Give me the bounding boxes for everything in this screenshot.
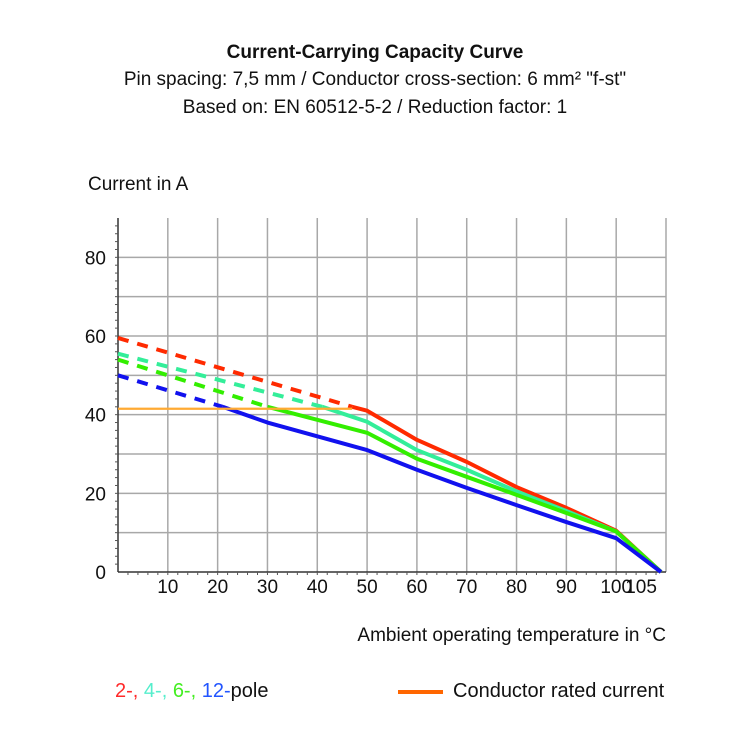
x-tick-label: 100	[600, 577, 632, 598]
chart-titles: Current-Carrying Capacity Curve Pin spac…	[0, 40, 750, 122]
chart-title: Current-Carrying Capacity Curve	[226, 42, 524, 63]
y-tick-label: 80	[85, 248, 106, 269]
x-tick-label: 10	[157, 577, 178, 598]
series-12-pole-dashed	[117, 373, 224, 409]
x-tick-label: 50	[357, 577, 378, 598]
x-tick-label: 30	[257, 577, 278, 598]
series-6-pole-dashed	[117, 357, 269, 409]
legend-rated-label: Conductor rated current	[453, 680, 665, 702]
legend-12-pole: 12-	[201, 680, 231, 702]
y-tick-label: 60	[85, 327, 106, 348]
legend-6-pole: 6-,	[172, 680, 197, 702]
x-tick-label: 20	[207, 577, 228, 598]
x-tick-label: 80	[506, 577, 527, 598]
y-tick-label: 20	[85, 484, 106, 505]
x-tick-label: 40	[307, 577, 328, 598]
legend-2-pole: 2-,	[115, 680, 139, 702]
series-4-pole-solid	[321, 404, 663, 574]
y-axis-label: Current in A	[88, 174, 189, 195]
x-tick-label: 90	[556, 577, 577, 598]
y-tick-label: 40	[85, 406, 106, 427]
series-2-pole-dashed	[117, 336, 353, 409]
legend-poles: 2-, 4-, 6-, 12-pole	[115, 680, 268, 703]
series-4-pole-dashed	[117, 351, 323, 409]
x-tick-label: 60	[406, 577, 427, 598]
legend-pole-suffix: pole	[230, 680, 269, 702]
x-tick-label: 105	[625, 577, 657, 598]
series-6-pole-solid	[266, 404, 663, 574]
x-axis-label: Ambient operating temperature in °C	[357, 625, 666, 646]
x-tick-label: 70	[456, 577, 477, 598]
legend-rated-swatch	[398, 689, 443, 694]
y-tick-label: 0	[95, 563, 106, 584]
series-12-pole-solid	[221, 404, 663, 574]
chart-subtitle-2: Based on: EN 60512-5-2 / Reduction facto…	[182, 97, 568, 118]
legend-rated: Conductor rated current	[398, 680, 664, 703]
legend-4-pole: 4-,	[143, 680, 168, 702]
chart-subtitle-1: Pin spacing: 7,5 mm / Conductor cross-se…	[123, 69, 627, 90]
